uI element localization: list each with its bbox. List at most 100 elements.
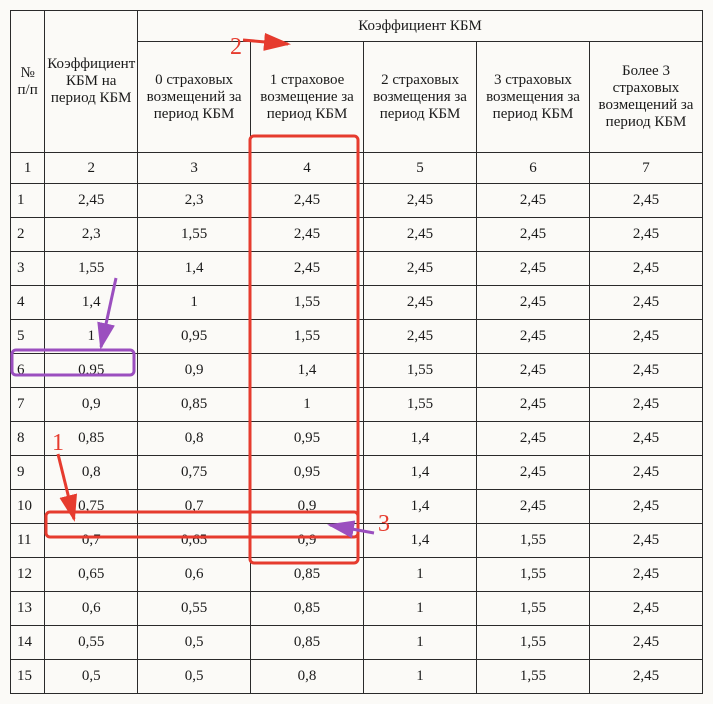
cell-c0: 0,75 bbox=[138, 456, 251, 490]
cell-kbm: 1 bbox=[45, 320, 138, 354]
cell-kbm: 0,85 bbox=[45, 422, 138, 456]
th-np: № п/п bbox=[11, 11, 45, 153]
cell-c1: 2,45 bbox=[251, 218, 364, 252]
cell-c1: 1 bbox=[251, 388, 364, 422]
cell-np: 5 bbox=[11, 320, 45, 354]
cell-c1: 2,45 bbox=[251, 184, 364, 218]
cell-np: 12 bbox=[11, 558, 45, 592]
cell-c1: 0,9 bbox=[251, 524, 364, 558]
cell-c2: 1,4 bbox=[364, 422, 477, 456]
cell-np: 13 bbox=[11, 592, 45, 626]
table-row: 110,70,650,91,41,552,45 bbox=[11, 524, 703, 558]
cell-np: 2 bbox=[11, 218, 45, 252]
cell-c0: 0,7 bbox=[138, 490, 251, 524]
cell-c0: 0,9 bbox=[138, 354, 251, 388]
cell-np: 8 bbox=[11, 422, 45, 456]
cell-np: 6 bbox=[11, 354, 45, 388]
cell-c3: 1,55 bbox=[477, 558, 590, 592]
cell-c1: 0,8 bbox=[251, 660, 364, 694]
cell-np: 10 bbox=[11, 490, 45, 524]
cell-c1: 2,45 bbox=[251, 252, 364, 286]
colnum-1: 1 bbox=[11, 153, 45, 184]
cell-kbm: 0,5 bbox=[45, 660, 138, 694]
cell-c4: 2,45 bbox=[589, 388, 702, 422]
cell-c1: 0,85 bbox=[251, 626, 364, 660]
cell-c4: 2,45 bbox=[589, 218, 702, 252]
cell-c4: 2,45 bbox=[589, 592, 702, 626]
th-c3: 3 страховых возмещения за период КБМ bbox=[477, 42, 590, 153]
cell-c3: 2,45 bbox=[477, 218, 590, 252]
cell-c4: 2,45 bbox=[589, 184, 702, 218]
cell-c1: 1,55 bbox=[251, 320, 364, 354]
th-c1: 1 страховое возмещение за период КБМ bbox=[251, 42, 364, 153]
colnum-6: 6 bbox=[477, 153, 590, 184]
cell-c2: 1,4 bbox=[364, 456, 477, 490]
th-c2: 2 страховых возмещения за период КБМ bbox=[364, 42, 477, 153]
cell-c1: 0,85 bbox=[251, 558, 364, 592]
cell-c3: 2,45 bbox=[477, 354, 590, 388]
cell-np: 4 bbox=[11, 286, 45, 320]
table-row: 100,750,70,91,42,452,45 bbox=[11, 490, 703, 524]
cell-np: 9 bbox=[11, 456, 45, 490]
th-kbm: Коэффициент КБМ на период КБМ bbox=[45, 11, 138, 153]
cell-c1: 0,85 bbox=[251, 592, 364, 626]
cell-c1: 0,95 bbox=[251, 456, 364, 490]
table-row: 150,50,50,811,552,45 bbox=[11, 660, 703, 694]
table-row: 60,950,91,41,552,452,45 bbox=[11, 354, 703, 388]
cell-c4: 2,45 bbox=[589, 286, 702, 320]
th-group: Коэффициент КБМ bbox=[138, 11, 703, 42]
cell-np: 15 bbox=[11, 660, 45, 694]
colnum-2: 2 bbox=[45, 153, 138, 184]
cell-c0: 0,55 bbox=[138, 592, 251, 626]
cell-kbm: 0,55 bbox=[45, 626, 138, 660]
cell-np: 3 bbox=[11, 252, 45, 286]
cell-c2: 1 bbox=[364, 660, 477, 694]
cell-kbm: 0,75 bbox=[45, 490, 138, 524]
table-row: 41,411,552,452,452,45 bbox=[11, 286, 703, 320]
cell-c0: 0,5 bbox=[138, 626, 251, 660]
colnum-3: 3 bbox=[138, 153, 251, 184]
cell-c3: 2,45 bbox=[477, 422, 590, 456]
table-row: 90,80,750,951,42,452,45 bbox=[11, 456, 703, 490]
cell-c3: 2,45 bbox=[477, 184, 590, 218]
table-row: 31,551,42,452,452,452,45 bbox=[11, 252, 703, 286]
table-row: 22,31,552,452,452,452,45 bbox=[11, 218, 703, 252]
kbm-table: № п/п Коэффициент КБМ на период КБМ Коэф… bbox=[10, 10, 703, 694]
cell-c1: 0,95 bbox=[251, 422, 364, 456]
cell-np: 1 bbox=[11, 184, 45, 218]
cell-c4: 2,45 bbox=[589, 660, 702, 694]
cell-c3: 2,45 bbox=[477, 388, 590, 422]
cell-c1: 1,4 bbox=[251, 354, 364, 388]
cell-c1: 1,55 bbox=[251, 286, 364, 320]
cell-c0: 1,4 bbox=[138, 252, 251, 286]
cell-c4: 2,45 bbox=[589, 524, 702, 558]
cell-c0: 0,5 bbox=[138, 660, 251, 694]
cell-c3: 1,55 bbox=[477, 626, 590, 660]
cell-c2: 1 bbox=[364, 626, 477, 660]
cell-c3: 2,45 bbox=[477, 320, 590, 354]
table-row: 510,951,552,452,452,45 bbox=[11, 320, 703, 354]
cell-kbm: 1,4 bbox=[45, 286, 138, 320]
cell-c2: 1,4 bbox=[364, 490, 477, 524]
cell-kbm: 2,3 bbox=[45, 218, 138, 252]
cell-c0: 2,3 bbox=[138, 184, 251, 218]
cell-np: 14 bbox=[11, 626, 45, 660]
cell-c0: 0,8 bbox=[138, 422, 251, 456]
cell-kbm: 1,55 bbox=[45, 252, 138, 286]
table-row: 70,90,8511,552,452,45 bbox=[11, 388, 703, 422]
cell-c4: 2,45 bbox=[589, 558, 702, 592]
cell-kbm: 0,6 bbox=[45, 592, 138, 626]
th-c4: Более 3 страховых возмещений за период К… bbox=[589, 42, 702, 153]
cell-kbm: 0,9 bbox=[45, 388, 138, 422]
cell-c2: 1,4 bbox=[364, 524, 477, 558]
cell-kbm: 0,95 bbox=[45, 354, 138, 388]
cell-c4: 2,45 bbox=[589, 490, 702, 524]
colnum-7: 7 bbox=[589, 153, 702, 184]
cell-c0: 0,65 bbox=[138, 524, 251, 558]
cell-c3: 1,55 bbox=[477, 660, 590, 694]
cell-c2: 1 bbox=[364, 558, 477, 592]
cell-np: 11 bbox=[11, 524, 45, 558]
cell-c3: 2,45 bbox=[477, 286, 590, 320]
cell-kbm: 2,45 bbox=[45, 184, 138, 218]
cell-c3: 1,55 bbox=[477, 524, 590, 558]
